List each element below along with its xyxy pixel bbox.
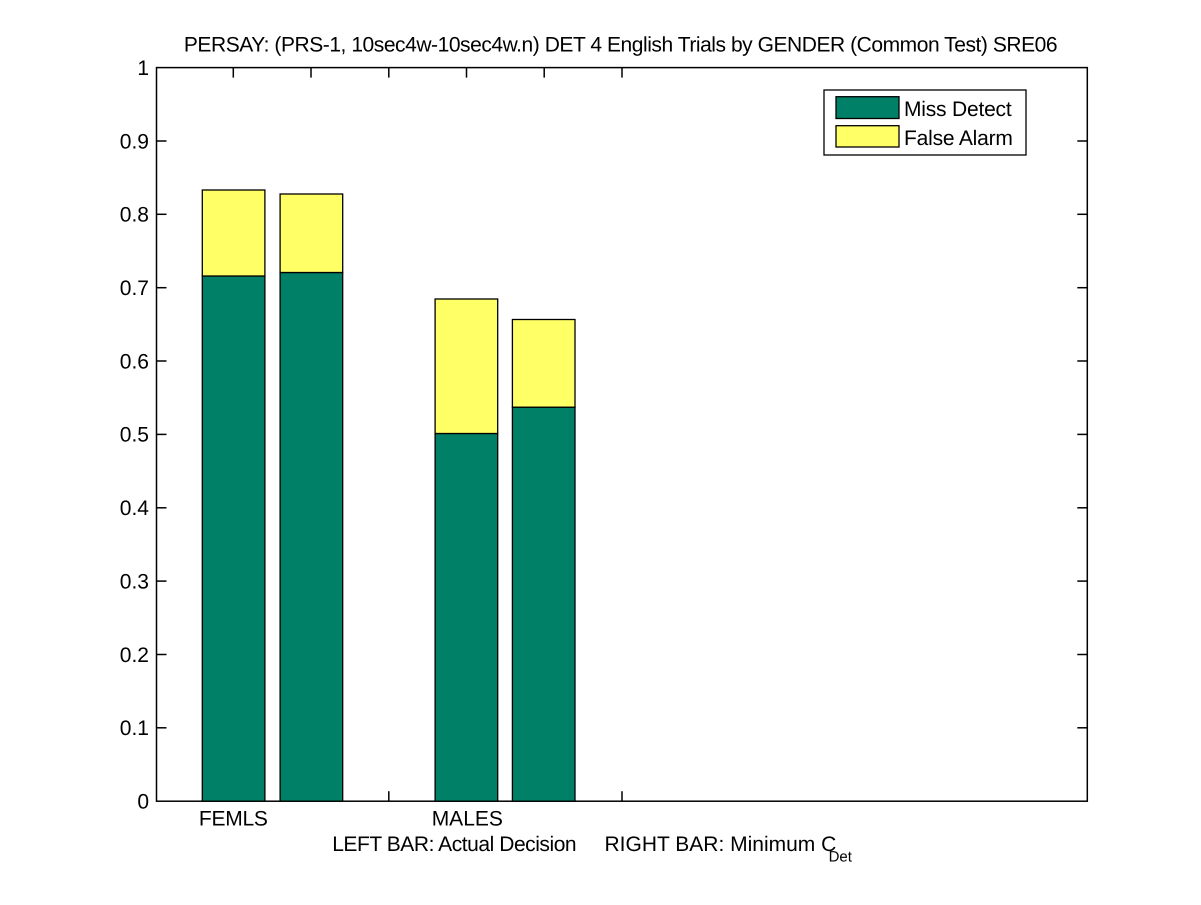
svg-text:1: 1: [137, 57, 149, 80]
svg-text:0: 0: [137, 791, 149, 814]
svg-text:Miss Detect: Miss Detect: [904, 98, 1012, 121]
svg-text:LEFT BAR: Actual Decision: LEFT BAR: Actual Decision: [332, 833, 576, 856]
svg-text:FEMLS: FEMLS: [199, 807, 268, 830]
svg-text:0.2: 0.2: [120, 644, 149, 667]
svg-text:0.6: 0.6: [120, 350, 149, 373]
svg-text:0.5: 0.5: [120, 424, 149, 447]
svg-text:0.7: 0.7: [120, 277, 149, 300]
svg-text:False Alarm: False Alarm: [904, 127, 1013, 150]
svg-text:PERSAY: (PRS-1, 10sec4w-10sec4: PERSAY: (PRS-1, 10sec4w-10sec4w.n) DET 4…: [184, 34, 1057, 57]
svg-text:MALES: MALES: [432, 807, 503, 830]
svg-text:0.4: 0.4: [120, 497, 150, 520]
svg-text:0.3: 0.3: [120, 570, 149, 593]
svg-text:Det: Det: [829, 849, 853, 866]
svg-text:RIGHT BAR: Minimum C: RIGHT BAR: Minimum C: [605, 833, 837, 856]
svg-text:0.9: 0.9: [120, 130, 149, 153]
svg-text:0.1: 0.1: [120, 717, 149, 740]
svg-text:0.8: 0.8: [120, 204, 149, 227]
